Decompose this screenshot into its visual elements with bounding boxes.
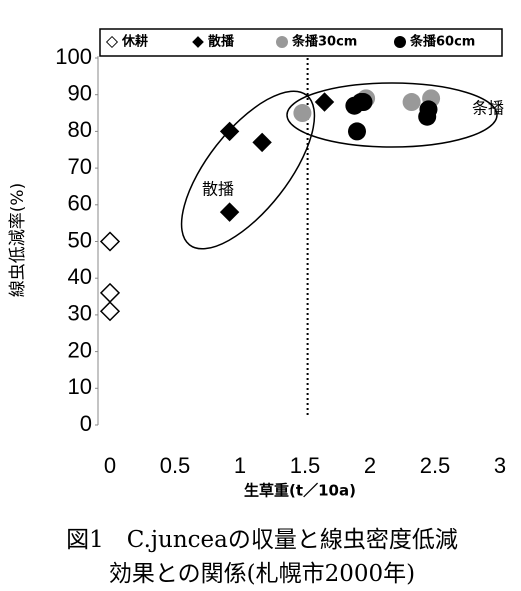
marker: [354, 93, 373, 112]
x-tick-label: 1: [234, 453, 246, 478]
legend-marker: [192, 36, 204, 48]
group-ellipse: [286, 82, 498, 148]
marker: [99, 231, 121, 252]
legend-label: 休耕: [121, 34, 148, 50]
marker: [99, 282, 121, 303]
marker: [402, 93, 421, 112]
marker: [348, 122, 366, 141]
y-tick-label: 60: [68, 191, 92, 216]
x-tick-label: 3: [494, 453, 506, 478]
marker: [99, 301, 121, 322]
legend-box: [99, 28, 503, 57]
annotation: 散播: [202, 180, 234, 199]
x-tick-label: 2: [364, 453, 376, 478]
y-tick-label: 100: [55, 44, 92, 69]
legend-label: 条播30cm: [292, 34, 357, 50]
legend-label: 散播: [208, 34, 235, 50]
legend-marker: [276, 36, 288, 48]
y-tick-label: 0: [80, 411, 92, 436]
x-tick-label: 2.5: [420, 453, 451, 478]
caption: 図1 C.junceaの収量と線虫密度低減: [66, 527, 458, 553]
x-tick-label: 0.5: [160, 453, 191, 478]
legend-marker: [105, 35, 119, 49]
x-axis-label: 生草重(t／10a): [244, 482, 356, 500]
group-ellipse: [180, 90, 316, 250]
y-axis-label: 線虫低減率(%): [8, 183, 28, 297]
legend-marker: [394, 36, 406, 48]
marker: [293, 104, 312, 123]
y-tick-label: 90: [68, 81, 92, 106]
y-tick-label: 30: [68, 301, 92, 326]
y-tick-label: 20: [68, 337, 92, 362]
marker: [252, 132, 272, 153]
legend-label: 条播60cm: [410, 34, 475, 50]
x-tick-label: 0: [104, 453, 116, 478]
marker: [219, 121, 240, 142]
x-tick-label: 1.5: [290, 453, 321, 478]
marker: [314, 92, 335, 112]
y-tick-label: 80: [68, 117, 92, 142]
annotation: 条播: [472, 99, 504, 118]
y-tick-label: 50: [68, 227, 92, 252]
y-tick-label: 40: [68, 264, 92, 289]
marker: [219, 202, 240, 222]
caption: 効果との関係(札幌市2000年): [109, 561, 415, 587]
marker: [418, 107, 437, 126]
y-tick-label: 70: [68, 154, 92, 179]
y-tick-label: 10: [68, 374, 92, 399]
